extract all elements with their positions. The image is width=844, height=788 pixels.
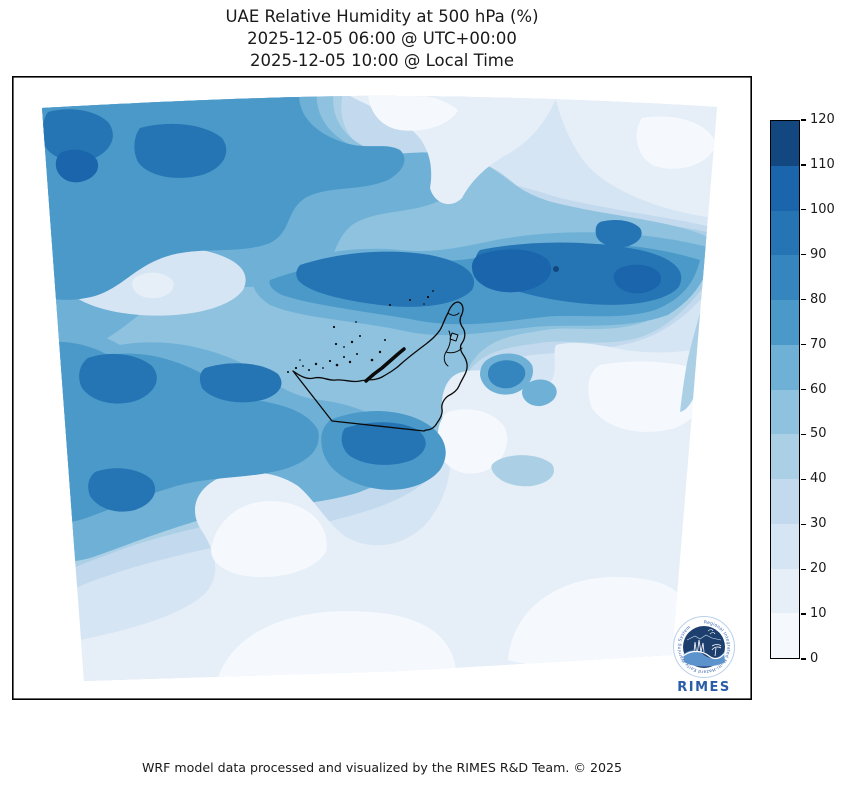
title-line-1: UAE Relative Humidity at 500 hPa (%) <box>225 7 539 26</box>
colorbar-segment <box>771 121 799 166</box>
title-line-3: 2025-12-05 10:00 @ Local Time <box>249 50 515 70</box>
axes-frame <box>12 76 752 700</box>
colorbar-tick-label: 30 <box>810 516 827 532</box>
colorbar-segment <box>771 389 799 435</box>
colorbar-tick-mark <box>801 433 806 436</box>
logo-palm-tree <box>711 644 722 657</box>
colorbar-tick-mark <box>801 568 806 570</box>
colorbar-tick-mark <box>801 119 806 121</box>
logo-mountain-line <box>686 634 722 641</box>
logo-wave-crest <box>682 650 725 660</box>
colorbar-tick-mark <box>801 299 806 301</box>
colorbar-tick-label: 20 <box>810 561 827 577</box>
logo-seismograph <box>693 639 705 657</box>
colorbar-tick-mark <box>801 164 806 166</box>
logo-org-label: RIMES <box>677 680 731 695</box>
colorbar-segment <box>771 523 799 569</box>
colorbar-segment <box>771 613 799 658</box>
title-line-2: 2025-12-05 06:00 @ UTC+00:00 <box>247 28 517 48</box>
rimes-logo: Regional Integrated Multi-Hazard Early W… <box>673 616 735 695</box>
colorbar-gradient <box>770 120 800 659</box>
colorbar-segment <box>771 255 799 300</box>
colorbar-legend: 0 10 20 30 40 50 60 70 80 90 100 110 120 <box>770 112 844 666</box>
colorbar-segment <box>771 568 799 614</box>
colorbar-tick-label: 0 <box>810 651 819 666</box>
colorbar-segment <box>771 165 799 211</box>
contour-fill-layers <box>42 95 717 681</box>
colorbar-tick-label: 40 <box>810 471 827 487</box>
colorbar-segment <box>771 344 799 390</box>
colorbar-tick-mark <box>801 478 806 480</box>
uae-islands <box>287 290 434 373</box>
colorbar-tick-label: 100 <box>810 201 835 217</box>
colorbar-segment <box>771 479 799 524</box>
logo-bird <box>707 629 716 635</box>
colorbar-tick-mark <box>801 254 806 256</box>
uae-boundary <box>292 301 468 432</box>
colorbar-tick-label: 120 <box>810 112 835 127</box>
colorbar-tick-label: 90 <box>810 246 827 262</box>
colorbar-segment <box>771 434 799 479</box>
colorbar-tick-mark <box>801 613 806 615</box>
colorbar-segment <box>771 210 799 256</box>
colorbar-tick-mark <box>801 209 806 211</box>
colorbar-tick-label: 10 <box>810 606 827 622</box>
colorbar-tick-mark <box>801 343 806 346</box>
uae-enclave-borders <box>443 312 463 367</box>
colorbar-tick-label: 70 <box>810 336 827 352</box>
uae-border-outline <box>292 301 468 432</box>
uae-coastal-strip <box>364 347 406 383</box>
colorbar-segment <box>771 300 799 345</box>
colorbar-tick-label: 60 <box>810 381 827 397</box>
map-canvas: Regional Integrated Multi-Hazard Early W… <box>12 76 752 700</box>
colorbar-tick-label: 80 <box>810 291 827 307</box>
colorbar-tick-mark <box>801 523 806 525</box>
colorbar-tick-label: 50 <box>810 426 827 442</box>
colorbar-tick-mark <box>801 658 806 660</box>
colorbar-tick-mark <box>801 388 806 391</box>
footer-credit: WRF model data processed and visualized … <box>141 760 623 775</box>
figure-title: UAE Relative Humidity at 500 hPa (%) 202… <box>12 6 752 71</box>
logo-wave <box>683 650 725 667</box>
colorbar-tick-label: 110 <box>810 156 835 172</box>
